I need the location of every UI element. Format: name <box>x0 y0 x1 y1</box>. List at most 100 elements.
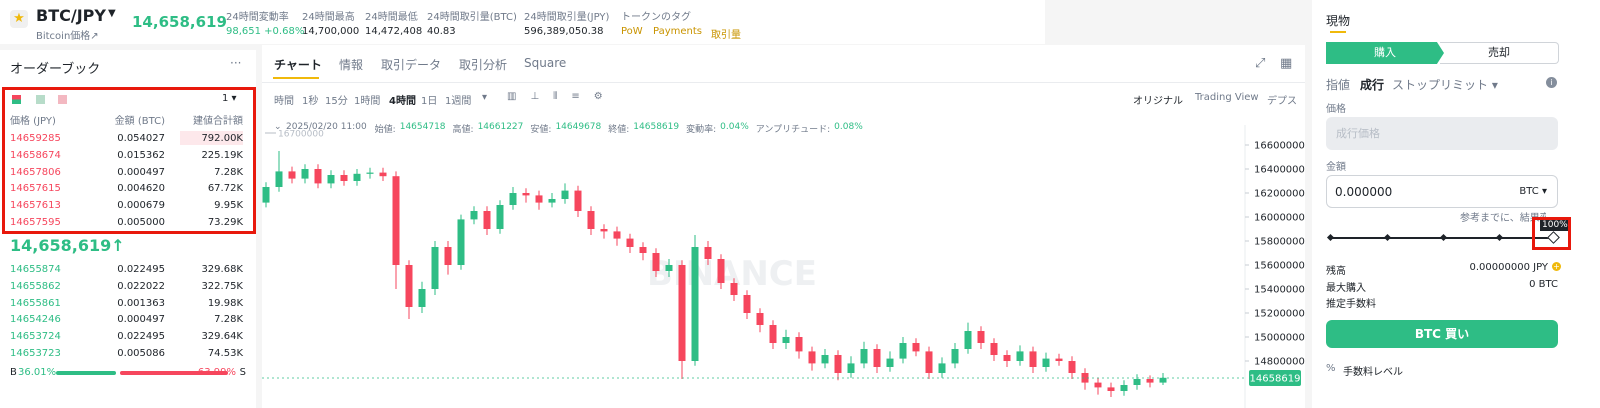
sell-tab[interactable]: 売却 <box>1440 42 1559 64</box>
more-button[interactable]: ··· <box>230 56 242 70</box>
bid-cell[interactable]: 329.64K <box>201 331 243 343</box>
price-input[interactable]: 成行価格 <box>1326 117 1558 150</box>
ask-cell[interactable]: 792.00K <box>201 133 243 144</box>
interval[interactable]: 4時間 <box>389 96 416 107</box>
candle-body <box>665 265 673 271</box>
view-option[interactable]: デプス <box>1267 96 1297 107</box>
slider-step[interactable] <box>1439 233 1448 242</box>
fullscreen[interactable]: ⤢ <box>1255 56 1266 71</box>
view-bids[interactable] <box>36 95 45 104</box>
candle-body <box>1042 358 1050 367</box>
ask-cell[interactable]: 14658674 <box>10 149 61 161</box>
ask-cell[interactable]: 14657615 <box>10 183 61 195</box>
candle-body <box>678 265 686 361</box>
fee-icon: % <box>1326 363 1336 374</box>
ask-cell[interactable]: 14657613 <box>10 200 61 212</box>
bid-cell[interactable]: 322.75K <box>201 280 243 292</box>
interval[interactable]: 1週間 <box>445 96 472 107</box>
candle-body <box>795 337 803 352</box>
chart-tab[interactable]: チャート <box>274 58 322 72</box>
pair[interactable]: BTC/JPY <box>36 6 106 25</box>
stat-label: 24時間取引量(JPY) <box>524 12 610 23</box>
tag[interactable]: Payments <box>653 26 702 37</box>
bid-cell[interactable]: 14653724 <box>10 331 61 343</box>
interval-dropdown[interactable]: ▾ <box>482 92 488 103</box>
ask-cell[interactable]: 7.28K <box>214 166 243 178</box>
order-type[interactable]: ストップリミット ▾ <box>1392 78 1498 92</box>
bid-cell[interactable]: 0.022495 <box>117 264 165 275</box>
candle-body <box>1081 373 1089 383</box>
slider-step[interactable] <box>1326 233 1335 242</box>
amount-input[interactable]: 0.000000 BTC ▾ <box>1326 175 1558 208</box>
interval[interactable]: 1秒 <box>302 96 319 107</box>
info-label: アンプリチュード: <box>755 125 831 135</box>
chart-tab[interactable]: 取引データ <box>381 58 442 72</box>
info-value: 0.04% <box>720 122 749 132</box>
candle-body <box>379 172 387 177</box>
bid-cell[interactable]: 0.001363 <box>117 297 165 309</box>
bid-cell[interactable]: 14653723 <box>10 348 61 359</box>
order-type[interactable]: 成行 <box>1360 78 1385 92</box>
ask-cell[interactable]: 14657806 <box>10 166 61 178</box>
candle-body <box>847 363 855 373</box>
slider-step[interactable] <box>1495 233 1504 242</box>
bid-cell[interactable]: 74.53K <box>207 348 243 359</box>
deposit-icon[interactable]: + <box>1552 262 1561 271</box>
ask-cell[interactable]: 9.95K <box>214 200 243 212</box>
buy-tab[interactable]: 購入 <box>1326 42 1444 64</box>
ask-cell[interactable]: 14657595 <box>10 217 61 228</box>
fee-label: 推定手数料 <box>1326 299 1376 310</box>
ask-cell[interactable]: 67.72K <box>207 183 243 195</box>
chart-tab[interactable]: 情報 <box>339 58 364 72</box>
amount-unit[interactable]: BTC ▾ <box>1519 186 1547 197</box>
bid-cell[interactable]: 14655862 <box>10 280 61 292</box>
bid-cell[interactable]: 14654246 <box>10 314 61 326</box>
view-asks[interactable] <box>58 95 67 104</box>
chart-tools[interactable]: ▥⊥⫴≡⚙ <box>507 91 617 102</box>
bid-cell[interactable]: 19.98K <box>207 297 243 309</box>
candle-body <box>925 351 933 373</box>
ask-cell[interactable]: 0.004620 <box>117 183 165 195</box>
layout[interactable]: ▦ <box>1280 56 1293 71</box>
bid-cell[interactable]: 0.022495 <box>117 331 165 343</box>
chart-tab[interactable]: Square <box>524 56 567 70</box>
fee-level[interactable]: 手数料レベル <box>1343 367 1403 378</box>
view-option[interactable]: オリジナル <box>1133 96 1183 107</box>
candle-body <box>340 175 348 181</box>
order-type[interactable]: 指値 <box>1326 78 1351 92</box>
info-label: 変動率: <box>686 125 717 135</box>
interval[interactable]: 1日 <box>421 96 438 107</box>
view-both[interactable] <box>12 95 21 104</box>
precision-select[interactable]: 1 ▾ <box>222 93 237 104</box>
info-icon[interactable]: i <box>1546 77 1557 88</box>
tag[interactable]: PoW <box>621 26 643 37</box>
bid-cell[interactable]: 0.000497 <box>117 314 165 326</box>
favorite-star[interactable]: ★ <box>10 10 28 28</box>
hint: 参考までに、結果変動 <box>1460 213 1546 224</box>
ask-cell[interactable]: 0.054027 <box>117 133 165 144</box>
bid-cell[interactable]: 7.28K <box>214 314 243 326</box>
bid-cell[interactable]: 0.022022 <box>117 280 165 292</box>
interval[interactable]: 15分 <box>325 96 348 107</box>
chart-tab[interactable]: 取引分析 <box>459 58 508 72</box>
ask-cell[interactable]: 0.005000 <box>117 217 165 228</box>
ask-cell[interactable]: 225.19K <box>201 149 243 161</box>
ask-cell[interactable]: 14659285 <box>10 133 61 144</box>
bid-cell[interactable]: 14655861 <box>10 297 61 309</box>
candle-body <box>821 355 829 364</box>
amount-value: 0.000000 <box>1335 185 1393 199</box>
ask-cell[interactable]: 73.29K <box>207 217 243 228</box>
bid-cell[interactable]: 0.005086 <box>117 348 165 359</box>
ask-cell[interactable]: 0.015362 <box>117 149 165 161</box>
bid-cell[interactable]: 329.68K <box>201 264 243 275</box>
buy-button[interactable]: BTC 買い <box>1326 320 1558 348</box>
bid-cell[interactable]: 14655874 <box>10 264 61 275</box>
ask-cell[interactable]: 0.000497 <box>117 166 165 178</box>
view-option[interactable]: Trading View <box>1195 92 1259 103</box>
tag[interactable]: 取引量 <box>711 30 741 41</box>
ask-cell[interactable]: 0.000679 <box>117 200 165 212</box>
slider-step[interactable] <box>1383 233 1392 242</box>
interval[interactable]: 1時間 <box>354 96 381 107</box>
pair-subtitle[interactable]: Bitcoin価格↗ <box>36 31 99 42</box>
pair-dropdown[interactable]: ▼ <box>108 8 116 19</box>
